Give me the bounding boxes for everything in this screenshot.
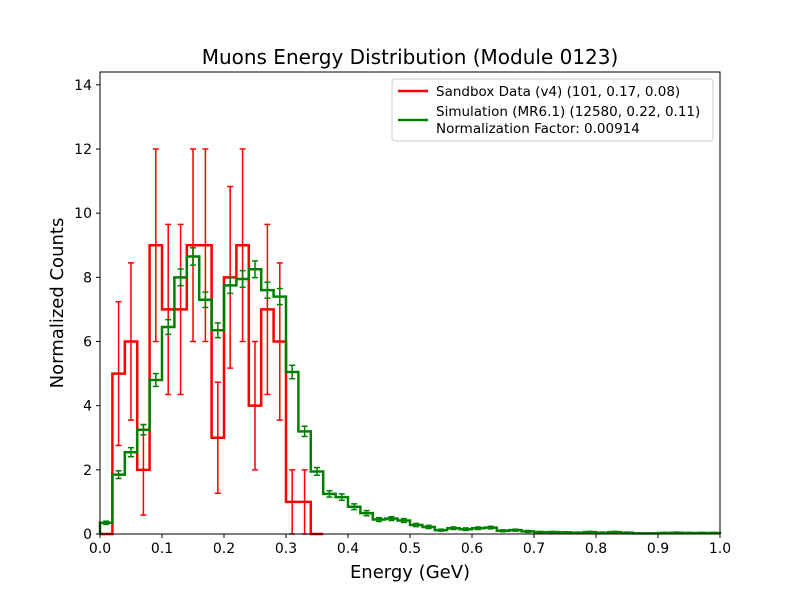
series-simulation-error-bar	[462, 527, 469, 532]
series-simulation-error-bar	[673, 531, 680, 535]
series-simulation-error-bar	[413, 522, 420, 528]
series-simulation-error-bar	[400, 517, 407, 524]
x-tick-label: 1.0	[709, 541, 731, 557]
y-tick-label: 14	[74, 78, 92, 94]
series-simulation-error-bar	[698, 531, 705, 535]
series-simulation-error-bar	[289, 364, 296, 380]
series-simulation-error-bar	[562, 531, 568, 534]
series-simulation-error-bar	[487, 525, 494, 530]
series-data-error-bar	[115, 300, 122, 447]
series-data-error-bar	[190, 148, 196, 343]
series-simulation-error-bar	[190, 247, 196, 266]
y-tick-label: 4	[83, 399, 92, 415]
series-data-error-bar	[152, 148, 159, 343]
legend-box	[391, 78, 714, 142]
x-tick-label: 0.6	[461, 541, 483, 557]
series-simulation-error-bar	[574, 531, 581, 535]
y-tick-label: 0	[83, 527, 92, 543]
series-data-error-bar	[214, 381, 221, 495]
series-simulation	[98, 247, 722, 535]
series-simulation-error-bar	[549, 530, 556, 534]
series-simulation-error-bar	[512, 528, 519, 532]
x-tick-label: 0.4	[337, 541, 359, 557]
series-simulation-error-bar	[301, 425, 308, 438]
series-simulation-error-bar	[425, 524, 432, 530]
series-simulation-error-bar	[326, 489, 333, 498]
series-simulation-error-bar	[710, 531, 717, 535]
series-data-error-bar	[252, 340, 258, 471]
series-simulation-error-bar	[450, 526, 457, 531]
series-simulation-error-bar	[314, 466, 320, 477]
series-simulation-error-bar	[165, 318, 172, 336]
legend-entry-normalization: Normalization Factor: 0.00914	[436, 121, 640, 137]
series-simulation-error-bar	[376, 516, 382, 523]
series-simulation-error-bar	[202, 291, 209, 309]
series-simulation-error-bar	[537, 530, 544, 534]
series-simulation-error-bar	[611, 530, 618, 534]
series-simulation-error-bar	[524, 529, 531, 534]
x-tick-label: 0.9	[647, 541, 669, 557]
series-simulation-error-bar	[686, 531, 692, 535]
series-layer	[98, 148, 722, 536]
series-simulation-error-bar	[214, 322, 221, 339]
series-data-step-line	[100, 244, 324, 536]
x-tick-label: 0.3	[275, 541, 297, 557]
series-simulation-error-bar	[264, 281, 271, 299]
series-data-error-bar	[264, 223, 271, 396]
series-simulation-error-bar	[661, 531, 668, 535]
series-simulation-error-bar	[475, 526, 482, 531]
legend-entry-data: Sandbox Data (v4) (101, 0.17, 0.08)	[436, 84, 680, 100]
series-simulation-error-bar	[599, 531, 606, 535]
series-simulation-error-bar	[252, 260, 258, 279]
series-simulation-error-bar	[388, 515, 395, 522]
plot-area: 0.0 0.1 0.2 0.3 0.4 0.5 0.6 0.7 0.8 0.9 1.0 0 2 4 6 8 1…	[74, 71, 731, 557]
x-tick-label: 0.0	[89, 541, 111, 557]
chart-title: Muons Energy Distribution (Module 0123)	[202, 45, 619, 69]
series-data-error-bar	[239, 148, 246, 343]
y-tick-label: 2	[83, 463, 92, 479]
series-simulation-error-bar	[586, 530, 593, 534]
series-data-error-bar	[202, 148, 209, 343]
legend: Sandbox Data (v4) (101, 0.17, 0.08) Simu…	[391, 78, 714, 142]
series-simulation-error-bar	[128, 446, 134, 458]
series-simulation-error-bar	[338, 493, 345, 502]
y-tick-label: 8	[83, 270, 92, 286]
x-axis-label: Energy (GeV)	[350, 562, 470, 583]
series-simulation-error-bar	[115, 470, 122, 480]
y-tick-label: 12	[74, 142, 92, 158]
series-data-error-bar	[165, 223, 172, 396]
x-tick-label: 0.1	[151, 541, 173, 557]
series-simulation-error-bar	[363, 509, 370, 517]
y-axis: 0 2 4 6 8 10 12 14	[74, 78, 100, 543]
series-simulation-error-bar	[177, 268, 184, 287]
series-simulation-error-bar	[500, 529, 506, 533]
x-tick-label: 0.2	[213, 541, 235, 557]
series-simulation-error-bar	[624, 531, 630, 535]
series-simulation-error-bar	[152, 372, 159, 388]
series-data-error-bar	[128, 262, 134, 421]
y-axis-label: Normalized Counts	[47, 218, 68, 389]
series-simulation-error-bar	[438, 528, 444, 532]
y-tick-label: 6	[83, 335, 92, 351]
series-simulation-error-bar	[227, 276, 234, 295]
x-tick-label: 0.8	[585, 541, 607, 557]
x-tick-label: 0.7	[523, 541, 545, 557]
x-axis: 0.0 0.1 0.2 0.3 0.4 0.5 0.6 0.7 0.8 0.9 1.0	[89, 534, 731, 557]
series-simulation-error-bar	[276, 287, 283, 306]
x-tick-label: 0.5	[399, 541, 421, 557]
series-simulation-error-bar	[239, 269, 246, 289]
series-simulation-error-bar	[140, 423, 147, 436]
series-simulation-step-line	[98, 255, 722, 535]
series-simulation-error-bar	[103, 520, 110, 526]
series-simulation-error-bar	[351, 503, 358, 511]
series-data-error-bar	[177, 223, 184, 396]
y-tick-label: 10	[74, 206, 92, 222]
legend-entry-simulation: Simulation (MR6.1) (12580, 0.22, 0.11)	[436, 104, 700, 120]
